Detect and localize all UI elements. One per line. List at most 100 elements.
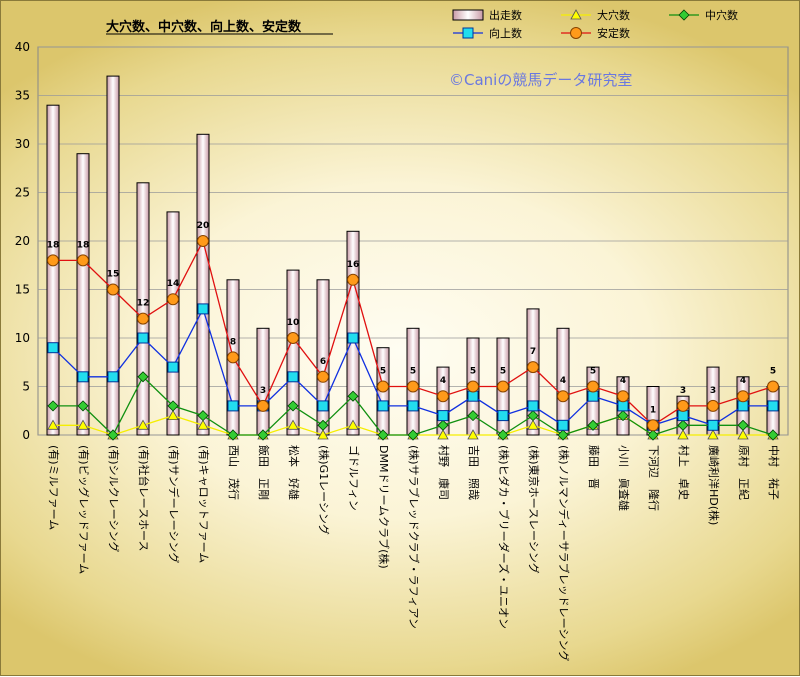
category-label: 村野 康司 (437, 445, 451, 500)
marker-square (347, 332, 359, 344)
legend-marker-square (462, 27, 474, 39)
marker-diamond (617, 410, 629, 422)
data-label: 7 (530, 347, 536, 357)
marker-triangle (137, 419, 149, 430)
marker-triangle (47, 419, 59, 430)
marker-circle (377, 380, 389, 393)
category-label: (有)ビッグレッドファーム (77, 445, 91, 574)
category-label: 小川 眞査雄 (617, 445, 631, 511)
marker-diamond (467, 410, 479, 422)
marker-triangle (77, 419, 89, 430)
marker-circle (677, 399, 689, 412)
y-tick-label: 30 (15, 137, 30, 151)
data-label: 20 (197, 221, 210, 231)
marker-diamond (767, 429, 779, 441)
category-label: 下河辺 隆行 (647, 445, 661, 511)
marker-triangle (197, 419, 209, 430)
marker-square (587, 390, 599, 402)
category-label: 村上 卓史 (677, 445, 691, 500)
marker-diamond (407, 429, 419, 441)
marker-diamond (677, 419, 689, 431)
marker-circle (707, 399, 719, 412)
marker-circle (527, 361, 539, 374)
bar-starts (136, 182, 150, 436)
marker-triangle (527, 419, 539, 430)
marker-square (407, 400, 419, 412)
y-tick-label: 10 (15, 331, 30, 345)
y-tick-label: 40 (15, 40, 30, 54)
category-label: 西山 茂行 (227, 445, 241, 500)
y-tick-label: 5 (22, 380, 30, 394)
legend-marker-triangle (570, 9, 582, 20)
category-label: DMMドリームクラブ(株) (377, 445, 391, 569)
marker-circle (107, 283, 119, 296)
data-label: 1 (650, 405, 656, 415)
marker-circle (347, 273, 359, 286)
marker-circle (317, 370, 329, 383)
category-label: (有)ミルファーム (47, 445, 61, 530)
marker-square (767, 400, 779, 412)
data-label: 4 (620, 376, 626, 386)
marker-diamond (77, 400, 89, 412)
marker-square (287, 371, 299, 383)
data-label: 6 (320, 357, 326, 367)
marker-square (437, 410, 449, 422)
y-tick-labels: 0 5 10 15 20 25 30 35 40 (15, 40, 30, 442)
data-label: 15 (107, 270, 120, 280)
data-label: 16 (347, 260, 360, 270)
marker-diamond (437, 419, 449, 431)
data-label: 4 (440, 376, 446, 386)
marker-circle (137, 312, 149, 325)
marker-triangle (347, 419, 359, 430)
data-label: 5 (380, 367, 386, 377)
data-label: 5 (500, 367, 506, 377)
marker-diamond (47, 400, 59, 412)
watermark: ©Caniの競馬データ研究室 (449, 71, 632, 89)
legend-label: 出走数 (489, 8, 522, 22)
legend-marker-circle (570, 27, 582, 39)
marker-triangle (467, 429, 479, 440)
marker-square (377, 400, 389, 412)
marker-square (227, 400, 239, 412)
legend-label: 中穴数 (705, 8, 738, 22)
marker-circle (557, 390, 569, 403)
marker-triangle (167, 409, 179, 421)
marker-diamond (257, 429, 269, 441)
marker-triangle (287, 419, 299, 430)
marker-circle (287, 332, 299, 344)
legend-swatch-bar (452, 9, 484, 21)
category-label: ゴドルフィン (347, 445, 361, 511)
data-labels: 18 18 15 12 14 20 8 3 10 6 16 5 5 4 5 5 7 4 5 4 1 3 3 4 5 (47, 221, 776, 415)
category-label: 廣崎利洋HD(株) (707, 445, 721, 525)
marker-circle (257, 399, 269, 412)
marker-triangle (677, 429, 689, 440)
data-label: 18 (77, 240, 90, 250)
data-label: 4 (560, 376, 566, 386)
data-label: 4 (740, 376, 746, 386)
marker-circle (47, 254, 59, 267)
bar-starts (166, 211, 180, 436)
category-label: (有)サンデーレーシング (167, 445, 181, 563)
marker-square (197, 303, 209, 315)
data-label: 3 (680, 386, 686, 396)
legend-label: 安定数 (597, 26, 630, 40)
data-label: 18 (47, 240, 60, 250)
marker-diamond (557, 429, 569, 441)
marker-triangle (317, 429, 329, 440)
marker-circle (617, 390, 629, 403)
series-markers (47, 235, 779, 441)
marker-triangle (707, 429, 719, 440)
bar-starts (46, 104, 60, 436)
data-label: 3 (260, 386, 266, 396)
marker-circle (647, 419, 659, 432)
marker-square (617, 400, 629, 412)
y-tick-label: 20 (15, 234, 30, 248)
category-label: (株)ノルマンディーサラブレッドレーシング (557, 445, 571, 661)
marker-circle (167, 293, 179, 306)
category-label: 原村 正紀 (737, 445, 751, 500)
marker-square (527, 400, 539, 412)
data-label: 10 (287, 318, 300, 328)
marker-circle (77, 254, 89, 267)
data-label: 14 (167, 279, 180, 289)
